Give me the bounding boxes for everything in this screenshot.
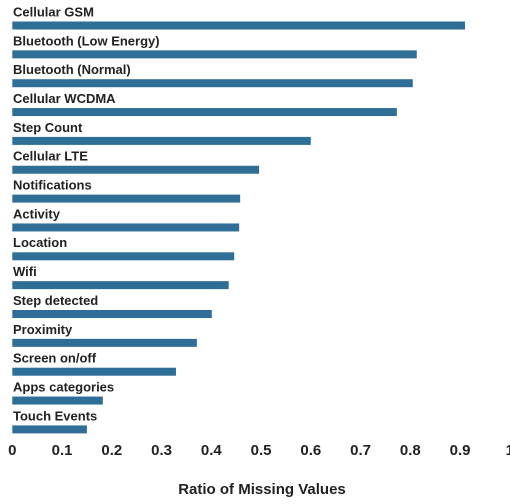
x-axis-title: Ratio of Missing Values xyxy=(178,481,346,498)
bar xyxy=(12,252,235,261)
y-tick-label: Touch Events xyxy=(13,408,97,423)
bar xyxy=(12,108,397,117)
y-tick-label: Apps categories xyxy=(13,379,114,394)
bar xyxy=(12,79,413,88)
bar xyxy=(12,136,311,145)
y-tick-label: Wifi xyxy=(13,264,37,279)
x-tick-label: 0.3 xyxy=(151,442,172,459)
bar xyxy=(12,194,241,203)
bar xyxy=(12,367,176,376)
bar xyxy=(12,425,87,434)
x-tick-label: 0 xyxy=(8,442,16,459)
y-tick-label: Cellular WCDMA xyxy=(13,91,116,106)
x-tick-label: 0.4 xyxy=(201,442,223,459)
bar xyxy=(12,281,229,290)
x-tick-label: 0.9 xyxy=(450,442,471,459)
y-tick-label: Step Count xyxy=(13,120,83,135)
y-tick-label: Notifications xyxy=(13,178,92,193)
y-tick-label: Bluetooth (Low Energy) xyxy=(13,33,160,48)
y-tick-label: Proximity xyxy=(13,322,73,337)
x-tick-label: 1 xyxy=(506,442,510,459)
y-tick-label: Screen on/off xyxy=(13,351,97,366)
x-tick-label: 0.5 xyxy=(251,442,272,459)
x-tick-label: 0.8 xyxy=(400,442,421,459)
bar xyxy=(12,223,240,232)
bar xyxy=(12,21,466,30)
x-tick-label: 0.2 xyxy=(101,442,122,459)
y-tick-label: Bluetooth (Normal) xyxy=(13,62,131,77)
y-tick-label: Cellular GSM xyxy=(13,4,94,19)
bar xyxy=(12,310,212,318)
y-tick-label: Step detected xyxy=(13,293,98,308)
y-tick-label: Activity xyxy=(13,206,61,221)
y-tick-label: Cellular LTE xyxy=(13,149,88,164)
bar xyxy=(12,50,417,59)
bar xyxy=(12,165,260,174)
bar xyxy=(12,338,197,347)
x-tick-label: 0.6 xyxy=(300,442,321,459)
bar xyxy=(12,396,103,405)
x-tick-label: 0.1 xyxy=(52,442,73,459)
x-tick-label: 0.7 xyxy=(350,442,371,459)
y-tick-label: Location xyxy=(13,235,67,250)
